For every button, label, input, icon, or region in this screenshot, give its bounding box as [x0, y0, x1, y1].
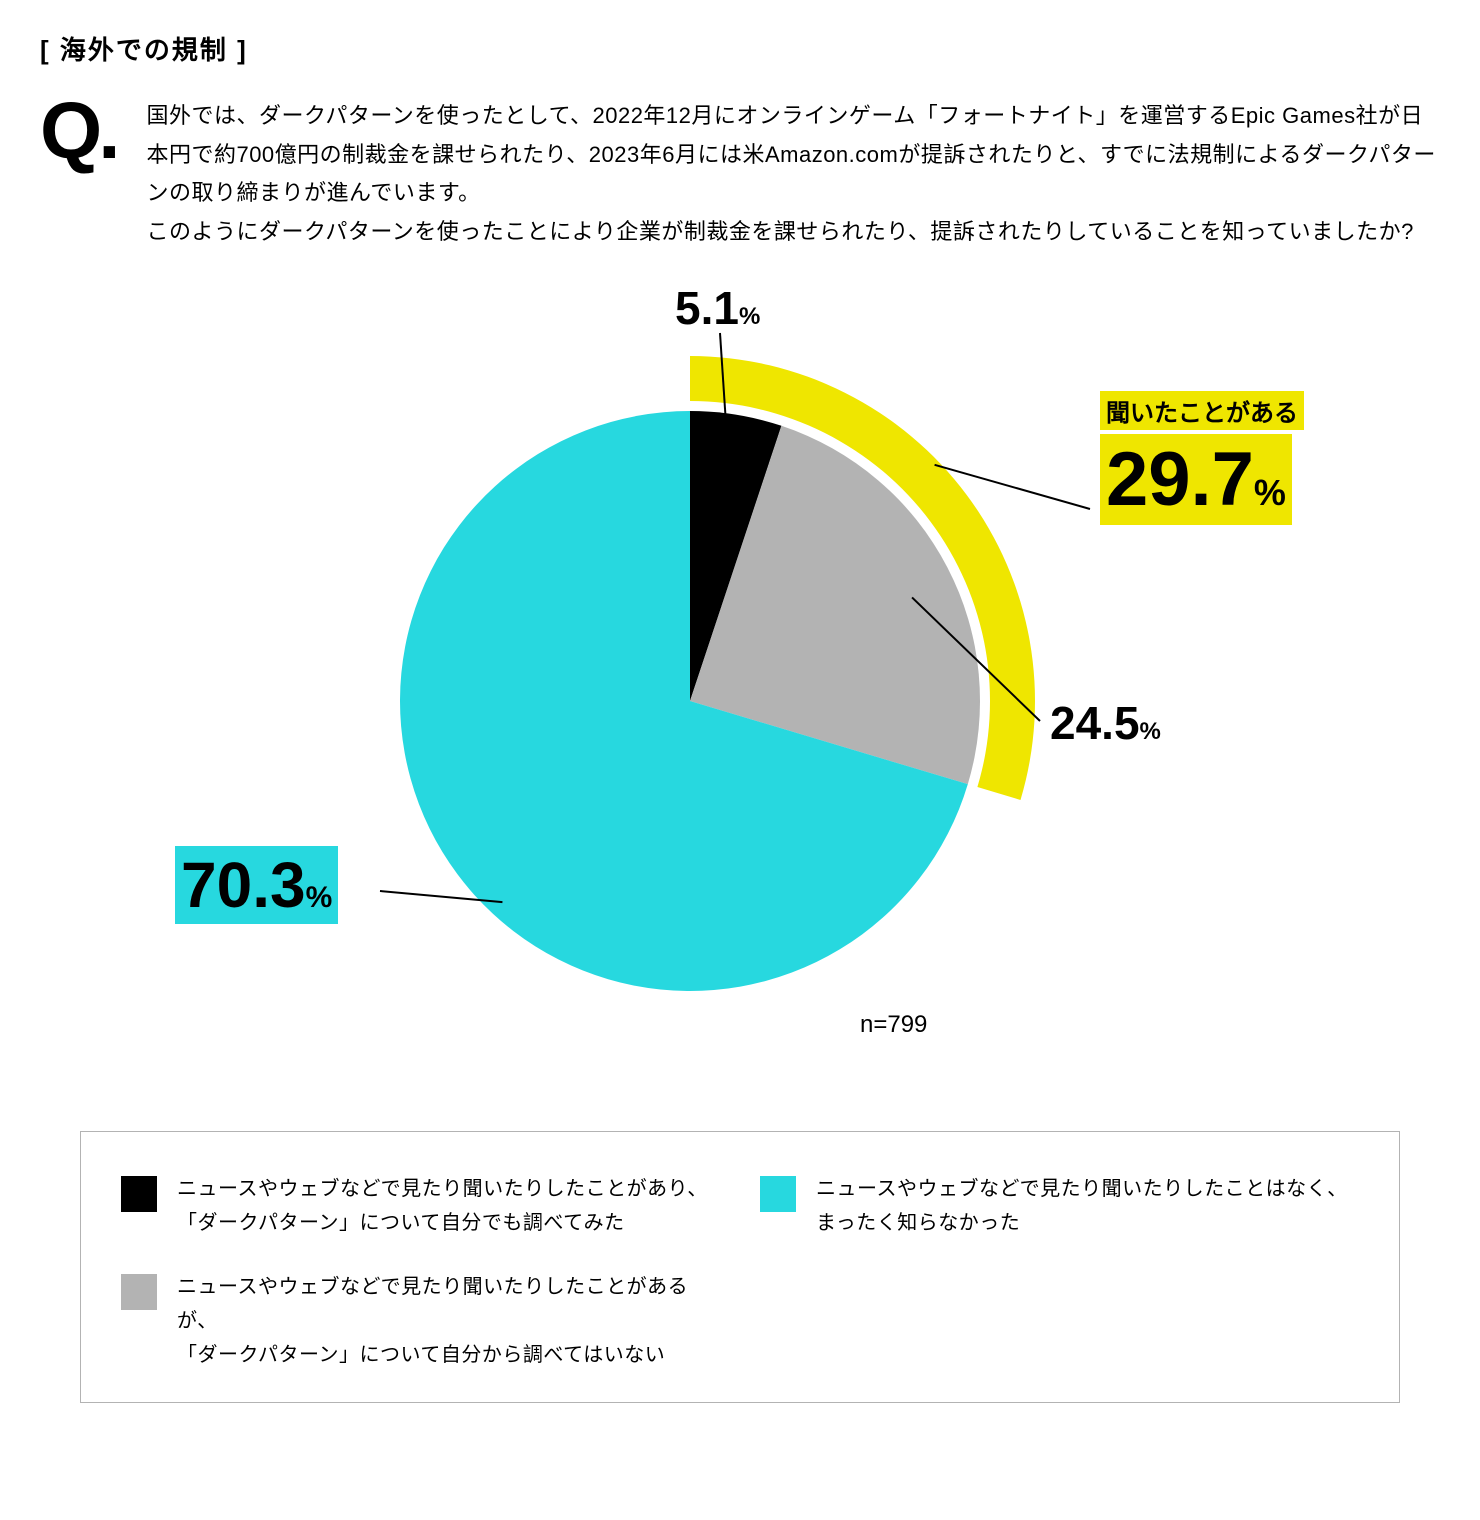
legend-item: ニュースやウェブなどで見たり聞いたりしたことはなく、まったく知らなかった	[760, 1172, 1359, 1240]
legend-text: ニュースやウェブなどで見たり聞いたりしたことはなく、まったく知らなかった	[816, 1172, 1348, 1240]
pie-chart: 5.1% 聞いたことがある 29.7% 24.5% 70.3% n=799	[40, 291, 1440, 1051]
group-label-title: 聞いたことがある	[1100, 391, 1304, 430]
legend-swatch	[760, 1176, 796, 1212]
legend-swatch	[121, 1176, 157, 1212]
legend-item: ニュースやウェブなどで見たり聞いたりしたことがあるが、「ダークパターン」について…	[121, 1270, 720, 1372]
question-mark: Q.	[40, 97, 116, 165]
slice-label-heard: 24.5%	[1050, 696, 1161, 750]
legend-item: ニュースやウェブなどで見たり聞いたりしたことがあり、「ダークパターン」について自…	[121, 1172, 720, 1240]
question-row: Q. 国外では、ダークパターンを使ったとして、2022年12月にオンラインゲーム…	[40, 97, 1440, 251]
sample-size-note: n=799	[860, 1011, 927, 1039]
slice-label-researched: 5.1%	[675, 281, 760, 335]
slice-label-unaware: 70.3%	[175, 846, 338, 924]
group-label-heard: 聞いたことがある 29.7%	[1100, 391, 1304, 525]
question-text: 国外では、ダークパターンを使ったとして、2022年12月にオンラインゲーム「フォ…	[146, 97, 1440, 251]
section-title: [ 海外での規制 ]	[40, 30, 1440, 67]
legend-text: ニュースやウェブなどで見たり聞いたりしたことがあり、「ダークパターン」について自…	[177, 1172, 708, 1240]
legend-text: ニュースやウェブなどで見たり聞いたりしたことがあるが、「ダークパターン」について…	[177, 1270, 720, 1372]
legend: ニュースやウェブなどで見たり聞いたりしたことがあり、「ダークパターン」について自…	[80, 1131, 1400, 1403]
page: [ 海外での規制 ] Q. 国外では、ダークパターンを使ったとして、2022年1…	[0, 0, 1480, 1463]
legend-swatch	[121, 1274, 157, 1310]
